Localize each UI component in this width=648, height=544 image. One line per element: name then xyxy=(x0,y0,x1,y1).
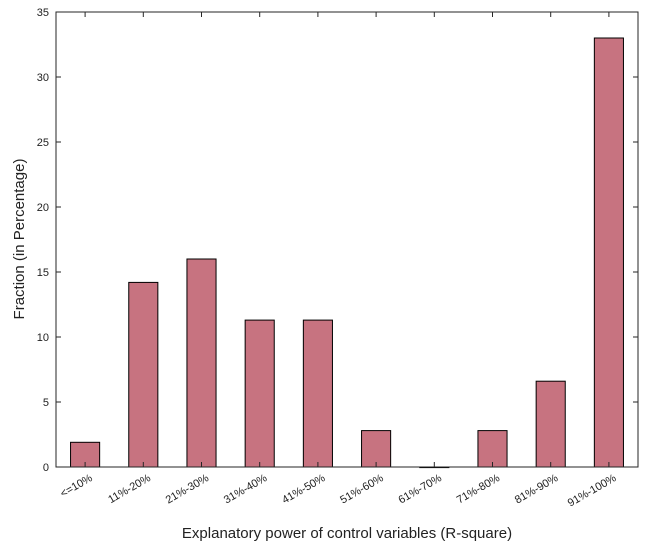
x-tick-label: 51%-60% xyxy=(338,472,385,506)
y-tick-label: 20 xyxy=(37,202,49,214)
bar xyxy=(593,37,624,468)
x-tick-label: 81%-90% xyxy=(513,472,560,506)
x-tick-label: <=10% xyxy=(58,472,94,500)
bar xyxy=(244,319,275,468)
bar xyxy=(186,258,217,468)
bar xyxy=(302,319,333,468)
y-axis-label: Fraction (in Percentage) xyxy=(11,159,28,320)
bar xyxy=(361,430,392,468)
y-tick-label: 10 xyxy=(37,332,49,344)
axes-box xyxy=(55,11,639,468)
x-tick-label: 31%-40% xyxy=(222,472,269,506)
y-tick-label: 35 xyxy=(37,7,49,19)
x-tick-label: 61%-70% xyxy=(396,472,443,506)
bar xyxy=(128,281,159,468)
x-tick-label: 11%-20% xyxy=(106,472,153,506)
x-tick-label: 41%-50% xyxy=(280,472,327,506)
y-tick-label: 25 xyxy=(37,137,49,149)
y-ticks-group: 0 5 10 15 20 25 30 35 xyxy=(37,7,638,474)
x-tick-label: 71%-80% xyxy=(455,472,502,506)
x-axis-label: Explanatory power of control variables (… xyxy=(182,525,512,542)
y-tick-label: 15 xyxy=(37,267,49,279)
bars-group xyxy=(70,37,624,469)
y-tick-label: 0 xyxy=(43,462,49,474)
y-tick-label: 30 xyxy=(37,72,49,84)
bar xyxy=(477,430,508,468)
x-tick-label: 91%-100% xyxy=(566,472,619,509)
y-tick-label: 5 xyxy=(43,397,49,409)
axes-group xyxy=(55,11,639,468)
bar xyxy=(535,380,566,468)
x-tick-label: 21%-30% xyxy=(164,472,211,506)
